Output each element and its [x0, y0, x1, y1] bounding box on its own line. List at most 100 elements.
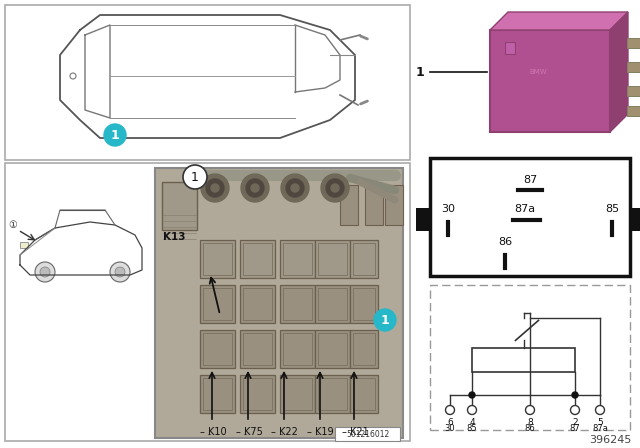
Text: 8: 8 — [527, 418, 533, 426]
Bar — [155, 168, 403, 438]
Bar — [353, 378, 375, 410]
Bar — [283, 378, 312, 410]
Bar — [5, 163, 410, 441]
Bar — [627, 38, 640, 48]
Text: – K22: – K22 — [271, 427, 298, 437]
Bar — [280, 240, 315, 278]
Circle shape — [570, 405, 579, 414]
Bar — [280, 330, 315, 368]
Bar — [318, 243, 347, 275]
Bar — [353, 243, 375, 275]
Bar — [200, 375, 235, 413]
Circle shape — [467, 405, 477, 414]
Circle shape — [183, 165, 207, 189]
Text: ①: ① — [8, 220, 17, 230]
Text: 87: 87 — [523, 175, 537, 185]
Bar — [490, 30, 610, 132]
Circle shape — [206, 179, 224, 197]
Bar — [430, 285, 630, 430]
Bar — [629, 207, 640, 231]
Text: 87a: 87a — [592, 423, 608, 432]
Circle shape — [445, 405, 454, 414]
Text: – K19: – K19 — [307, 427, 333, 437]
Circle shape — [115, 267, 125, 277]
Bar — [243, 333, 272, 365]
Text: 30: 30 — [445, 423, 455, 432]
Text: 86: 86 — [498, 237, 512, 247]
Text: 87: 87 — [570, 423, 580, 432]
Circle shape — [291, 184, 299, 192]
Bar — [472, 349, 575, 372]
Circle shape — [40, 267, 50, 277]
Circle shape — [331, 184, 339, 192]
Bar — [350, 240, 378, 278]
Bar — [240, 285, 275, 323]
Circle shape — [241, 174, 269, 202]
Bar — [365, 185, 383, 225]
Bar — [416, 207, 431, 231]
Bar — [315, 330, 350, 368]
Circle shape — [525, 405, 534, 414]
Bar — [505, 42, 515, 54]
Text: 85: 85 — [467, 423, 477, 432]
Text: 86: 86 — [525, 423, 536, 432]
Text: 87a: 87a — [515, 204, 536, 214]
Text: 4: 4 — [469, 418, 475, 426]
Text: 1: 1 — [381, 314, 389, 327]
Circle shape — [246, 179, 264, 197]
Bar — [200, 330, 235, 368]
Bar — [280, 375, 315, 413]
Text: 2: 2 — [572, 418, 578, 426]
Circle shape — [469, 392, 475, 398]
Bar — [280, 285, 315, 323]
Bar — [315, 375, 350, 413]
Circle shape — [201, 174, 229, 202]
Bar — [318, 378, 347, 410]
Bar — [350, 285, 378, 323]
Bar — [340, 185, 358, 225]
Bar — [240, 330, 275, 368]
Circle shape — [104, 124, 126, 146]
Bar — [318, 288, 347, 320]
Bar — [240, 375, 275, 413]
Text: – K10: – K10 — [200, 427, 227, 437]
Bar — [203, 378, 232, 410]
Bar — [243, 243, 272, 275]
Circle shape — [281, 174, 309, 202]
Text: K13: K13 — [163, 232, 186, 242]
Circle shape — [211, 184, 219, 192]
Bar — [353, 288, 375, 320]
Circle shape — [321, 174, 349, 202]
Bar — [243, 378, 272, 410]
Polygon shape — [610, 12, 628, 132]
Bar — [385, 185, 403, 225]
FancyArrowPatch shape — [360, 36, 367, 39]
Bar — [203, 333, 232, 365]
Bar — [627, 107, 640, 116]
Bar — [240, 240, 275, 278]
Circle shape — [251, 184, 259, 192]
Circle shape — [326, 179, 344, 197]
Bar — [283, 243, 312, 275]
Bar — [162, 182, 197, 230]
Text: 5: 5 — [597, 418, 603, 426]
Text: BMW: BMW — [529, 69, 547, 75]
Bar — [350, 375, 378, 413]
Text: 85: 85 — [605, 204, 619, 214]
Bar — [203, 243, 232, 275]
Circle shape — [572, 392, 578, 398]
Text: 1: 1 — [415, 65, 424, 78]
Text: – K21: – K21 — [342, 427, 369, 437]
FancyArrowPatch shape — [360, 101, 367, 104]
Bar — [20, 242, 28, 248]
Bar — [318, 333, 347, 365]
Circle shape — [374, 309, 396, 331]
Bar — [353, 333, 375, 365]
Text: 1: 1 — [191, 171, 199, 184]
Bar — [315, 240, 350, 278]
Text: 396245: 396245 — [589, 435, 632, 445]
Text: 1: 1 — [111, 129, 120, 142]
Bar — [203, 288, 232, 320]
Text: – K75: – K75 — [236, 427, 263, 437]
Text: 6: 6 — [447, 418, 453, 426]
